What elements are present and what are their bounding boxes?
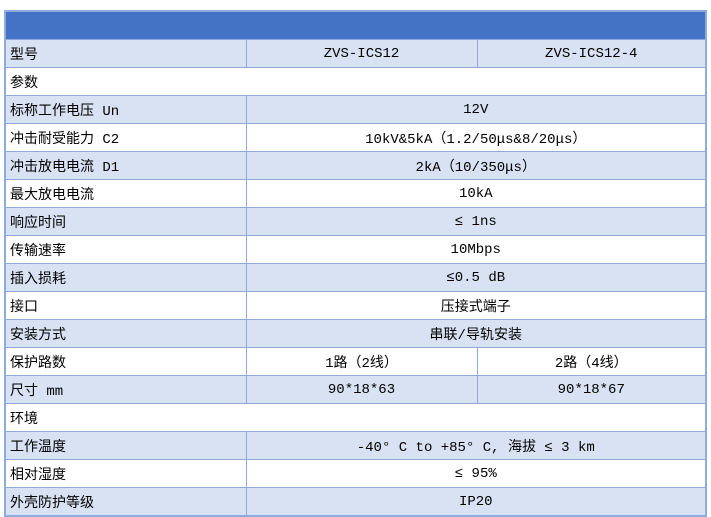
table-row-response-time: 响应时间 ≤ 1ns — [4, 207, 707, 236]
row-value: 10kV&5kA（1.2/50μs&8/20μs） — [245, 123, 707, 152]
table-row-insertion-loss: 插入损耗 ≤0.5 dB — [4, 263, 707, 292]
section-row-parameters: 参数 — [4, 67, 707, 96]
row-value: 10kA — [245, 179, 707, 208]
table-row-impulse-discharge: 冲击放电电流 D1 2kA（10/350μs） — [4, 151, 707, 180]
row-value: 10Mbps — [245, 235, 707, 264]
table-row-model: 型号 ZVS-ICS12 ZVS-ICS12-4 — [4, 39, 707, 68]
spec-sheet: 型号 ZVS-ICS12 ZVS-ICS12-4 参数 标称工作电压 Un 12… — [4, 10, 708, 517]
table-row-operating-temp: 工作温度 -40° C to +85° C, 海拔 ≤ 3 km — [4, 431, 707, 460]
row-label: 标称工作电压 Un — [4, 95, 247, 124]
row-label: 尺寸 mm — [4, 375, 247, 404]
section-label: 环境 — [4, 403, 707, 432]
section-label: 参数 — [4, 67, 707, 96]
model-2-cell: ZVS-ICS12-4 — [476, 39, 707, 68]
row-value: ≤0.5 dB — [245, 263, 707, 292]
header-bar — [4, 10, 707, 40]
model-2-cell: 2路（4线） — [476, 347, 707, 376]
row-value: ≤ 95% — [245, 459, 707, 488]
row-value: 串联/导轨安装 — [245, 319, 707, 348]
row-value: 12V — [245, 95, 707, 124]
row-label: 型号 — [4, 39, 247, 68]
model-1-cell: 90*18*63 — [245, 375, 478, 404]
table-row-ip-rating: 外壳防护等级 IP20 — [4, 487, 707, 517]
row-value: 2kA（10/350μs） — [245, 151, 707, 180]
row-label: 响应时间 — [4, 207, 247, 236]
row-value: ≤ 1ns — [245, 207, 707, 236]
row-label: 插入损耗 — [4, 263, 247, 292]
row-label: 相对湿度 — [4, 459, 247, 488]
row-label: 最大放电电流 — [4, 179, 247, 208]
table-row-nominal-voltage: 标称工作电压 Un 12V — [4, 95, 707, 124]
model-2-cell: 90*18*67 — [476, 375, 707, 404]
table-row-relative-humidity: 相对湿度 ≤ 95% — [4, 459, 707, 488]
table-row-transfer-rate: 传输速率 10Mbps — [4, 235, 707, 264]
row-label: 接口 — [4, 291, 247, 320]
row-label: 外壳防护等级 — [4, 487, 247, 517]
row-value: 压接式端子 — [245, 291, 707, 320]
header-bar-row — [4, 10, 707, 40]
row-label: 工作温度 — [4, 431, 247, 460]
row-label: 冲击耐受能力 C2 — [4, 123, 247, 152]
model-1-cell: ZVS-ICS12 — [245, 39, 478, 68]
table-row-max-discharge: 最大放电电流 10kA — [4, 179, 707, 208]
row-label: 保护路数 — [4, 347, 247, 376]
row-label: 冲击放电电流 D1 — [4, 151, 247, 180]
table-row-protected-lines: 保护路数 1路（2线） 2路（4线） — [4, 347, 707, 376]
table-row-dimensions: 尺寸 mm 90*18*63 90*18*67 — [4, 375, 707, 404]
model-1-cell: 1路（2线） — [245, 347, 478, 376]
row-label: 安装方式 — [4, 319, 247, 348]
table-row-mounting: 安装方式 串联/导轨安装 — [4, 319, 707, 348]
table-row-interface: 接口 压接式端子 — [4, 291, 707, 320]
row-value: IP20 — [245, 487, 707, 517]
row-value: -40° C to +85° C, 海拔 ≤ 3 km — [245, 431, 707, 460]
spec-table: 型号 ZVS-ICS12 ZVS-ICS12-4 参数 标称工作电压 Un 12… — [4, 10, 708, 517]
section-row-environment: 环境 — [4, 403, 707, 432]
row-label: 传输速率 — [4, 235, 247, 264]
table-row-impulse-withstand: 冲击耐受能力 C2 10kV&5kA（1.2/50μs&8/20μs） — [4, 123, 707, 152]
